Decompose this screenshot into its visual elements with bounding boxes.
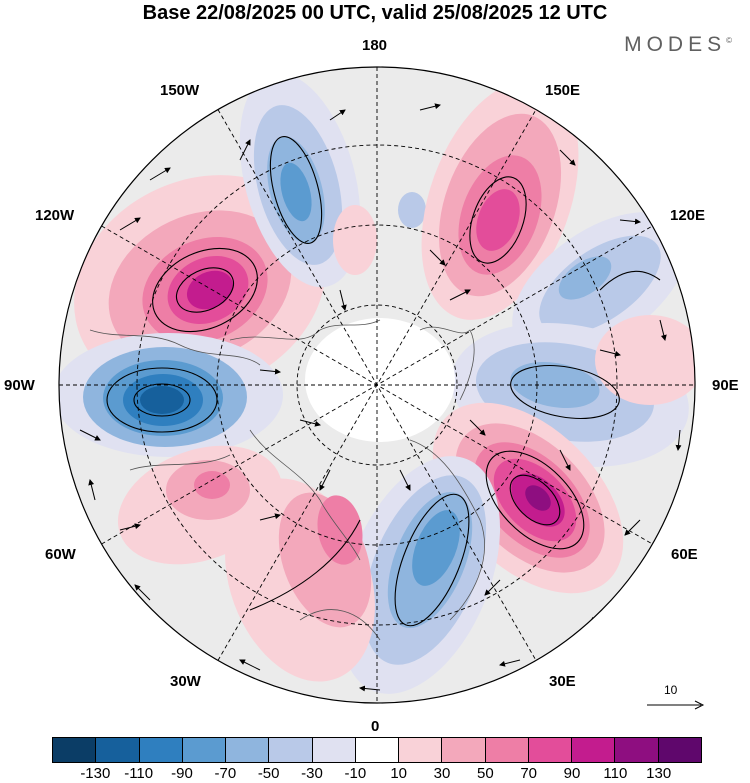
modes-logo: MODES© [624,33,732,57]
lon-label-30e: 30E [549,673,576,690]
colorbar-swatch [139,738,183,762]
colorbar [52,737,702,763]
anomaly-s-negative [339,456,501,694]
lon-label-30w: 30W [170,673,201,690]
colorbar-swatch [226,738,270,762]
colorbar-swatch [312,738,356,762]
anomaly-n-negative [239,72,361,288]
brand-mark: © [726,36,732,45]
lon-label-150e: 150E [545,82,581,99]
colorbar-tick-label: 70 [520,765,537,782]
colorbar-tick-label: 10 [390,765,407,782]
lon-label-60e: 60E [671,546,698,563]
chart-title: Base 22/08/2025 00 UTC, valid 25/08/2025… [142,2,608,24]
colorbar-ticks: -130 -110 -90 -70 -50 -30 -10 10 30 50 70 90 110 130 [52,764,702,782]
colorbar-swatch [96,738,140,762]
lon-label-60w: 60W [45,546,76,563]
colorbar-swatch [53,738,97,762]
colorbar-swatch [442,738,486,762]
lon-label-120e: 120E [670,207,706,224]
map-boundary [58,66,696,704]
anomaly-n-small-negative [398,192,426,228]
lon-label-0: 0 [371,718,380,735]
colorbar-tick-label: -130 [80,765,111,782]
streamlines [106,136,661,627]
colorbar-swatch [572,738,616,762]
lon-label-150w: 150W [160,82,200,99]
colorbar-swatch [399,738,443,762]
colorbar-tick-label: -10 [344,765,367,782]
vector-scale-arrow [647,700,705,710]
anomaly-ne-positive [421,80,579,320]
colorbar-tick-label: -90 [171,765,193,782]
colorbar-swatch [355,738,400,762]
colorbar-swatch [269,738,313,762]
lon-label-90w: 90W [4,377,35,394]
colorbar-tick-label: 90 [563,765,581,782]
vector-scale-label: 10 [664,683,678,697]
colorbar-swatch [528,738,573,762]
anomaly-n-small-positive [333,205,377,275]
colorbar-swatch [485,738,529,762]
colorbar-swatch [615,738,659,762]
lon-label-90e: 90E [712,377,739,394]
brand-text: MODES [624,33,727,56]
colorbar-swatch [658,738,701,762]
colorbar-tick-label: 110 [603,765,628,782]
graticule [59,67,695,703]
lon-label-120w: 120W [35,207,75,224]
colorbar-swatch [182,738,227,762]
colorbar-tick-label: -110 [124,765,154,782]
anomaly-w-negative [59,333,283,457]
colorbar-tick-label: 30 [433,765,451,782]
colorbar-tick-label: -30 [301,765,323,782]
colorbar-tick-label: 130 [646,765,672,782]
anomaly-e-small-positive [595,315,695,405]
colorbar-tick-label: 50 [476,765,494,782]
colorbar-tick-label: -70 [214,765,237,782]
lon-label-180: 180 [362,37,388,54]
colorbar-tick-label: -50 [257,765,280,782]
